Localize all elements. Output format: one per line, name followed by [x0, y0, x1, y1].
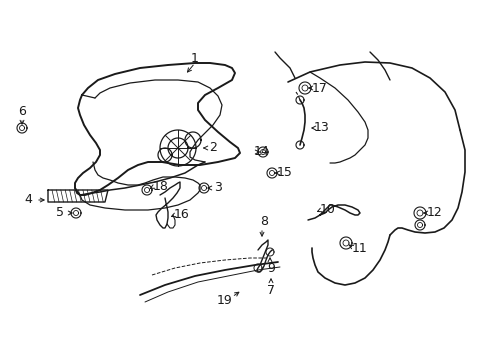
Text: 12: 12 — [426, 207, 442, 220]
Text: 13: 13 — [313, 121, 329, 135]
Text: 1: 1 — [191, 51, 199, 64]
Text: 6: 6 — [18, 105, 26, 118]
Text: 19: 19 — [217, 293, 232, 306]
Text: 9: 9 — [266, 261, 274, 274]
Text: 4: 4 — [24, 193, 32, 207]
Text: 17: 17 — [311, 81, 327, 94]
Text: 7: 7 — [266, 284, 274, 297]
Text: 8: 8 — [260, 216, 267, 229]
Text: 2: 2 — [209, 141, 217, 154]
Text: 11: 11 — [351, 242, 367, 255]
Text: 16: 16 — [174, 208, 189, 221]
Text: 10: 10 — [320, 203, 335, 216]
Text: 15: 15 — [277, 166, 292, 180]
Text: 18: 18 — [153, 180, 168, 193]
Text: 3: 3 — [214, 181, 222, 194]
Text: 14: 14 — [254, 145, 269, 158]
Text: 5: 5 — [56, 207, 64, 220]
